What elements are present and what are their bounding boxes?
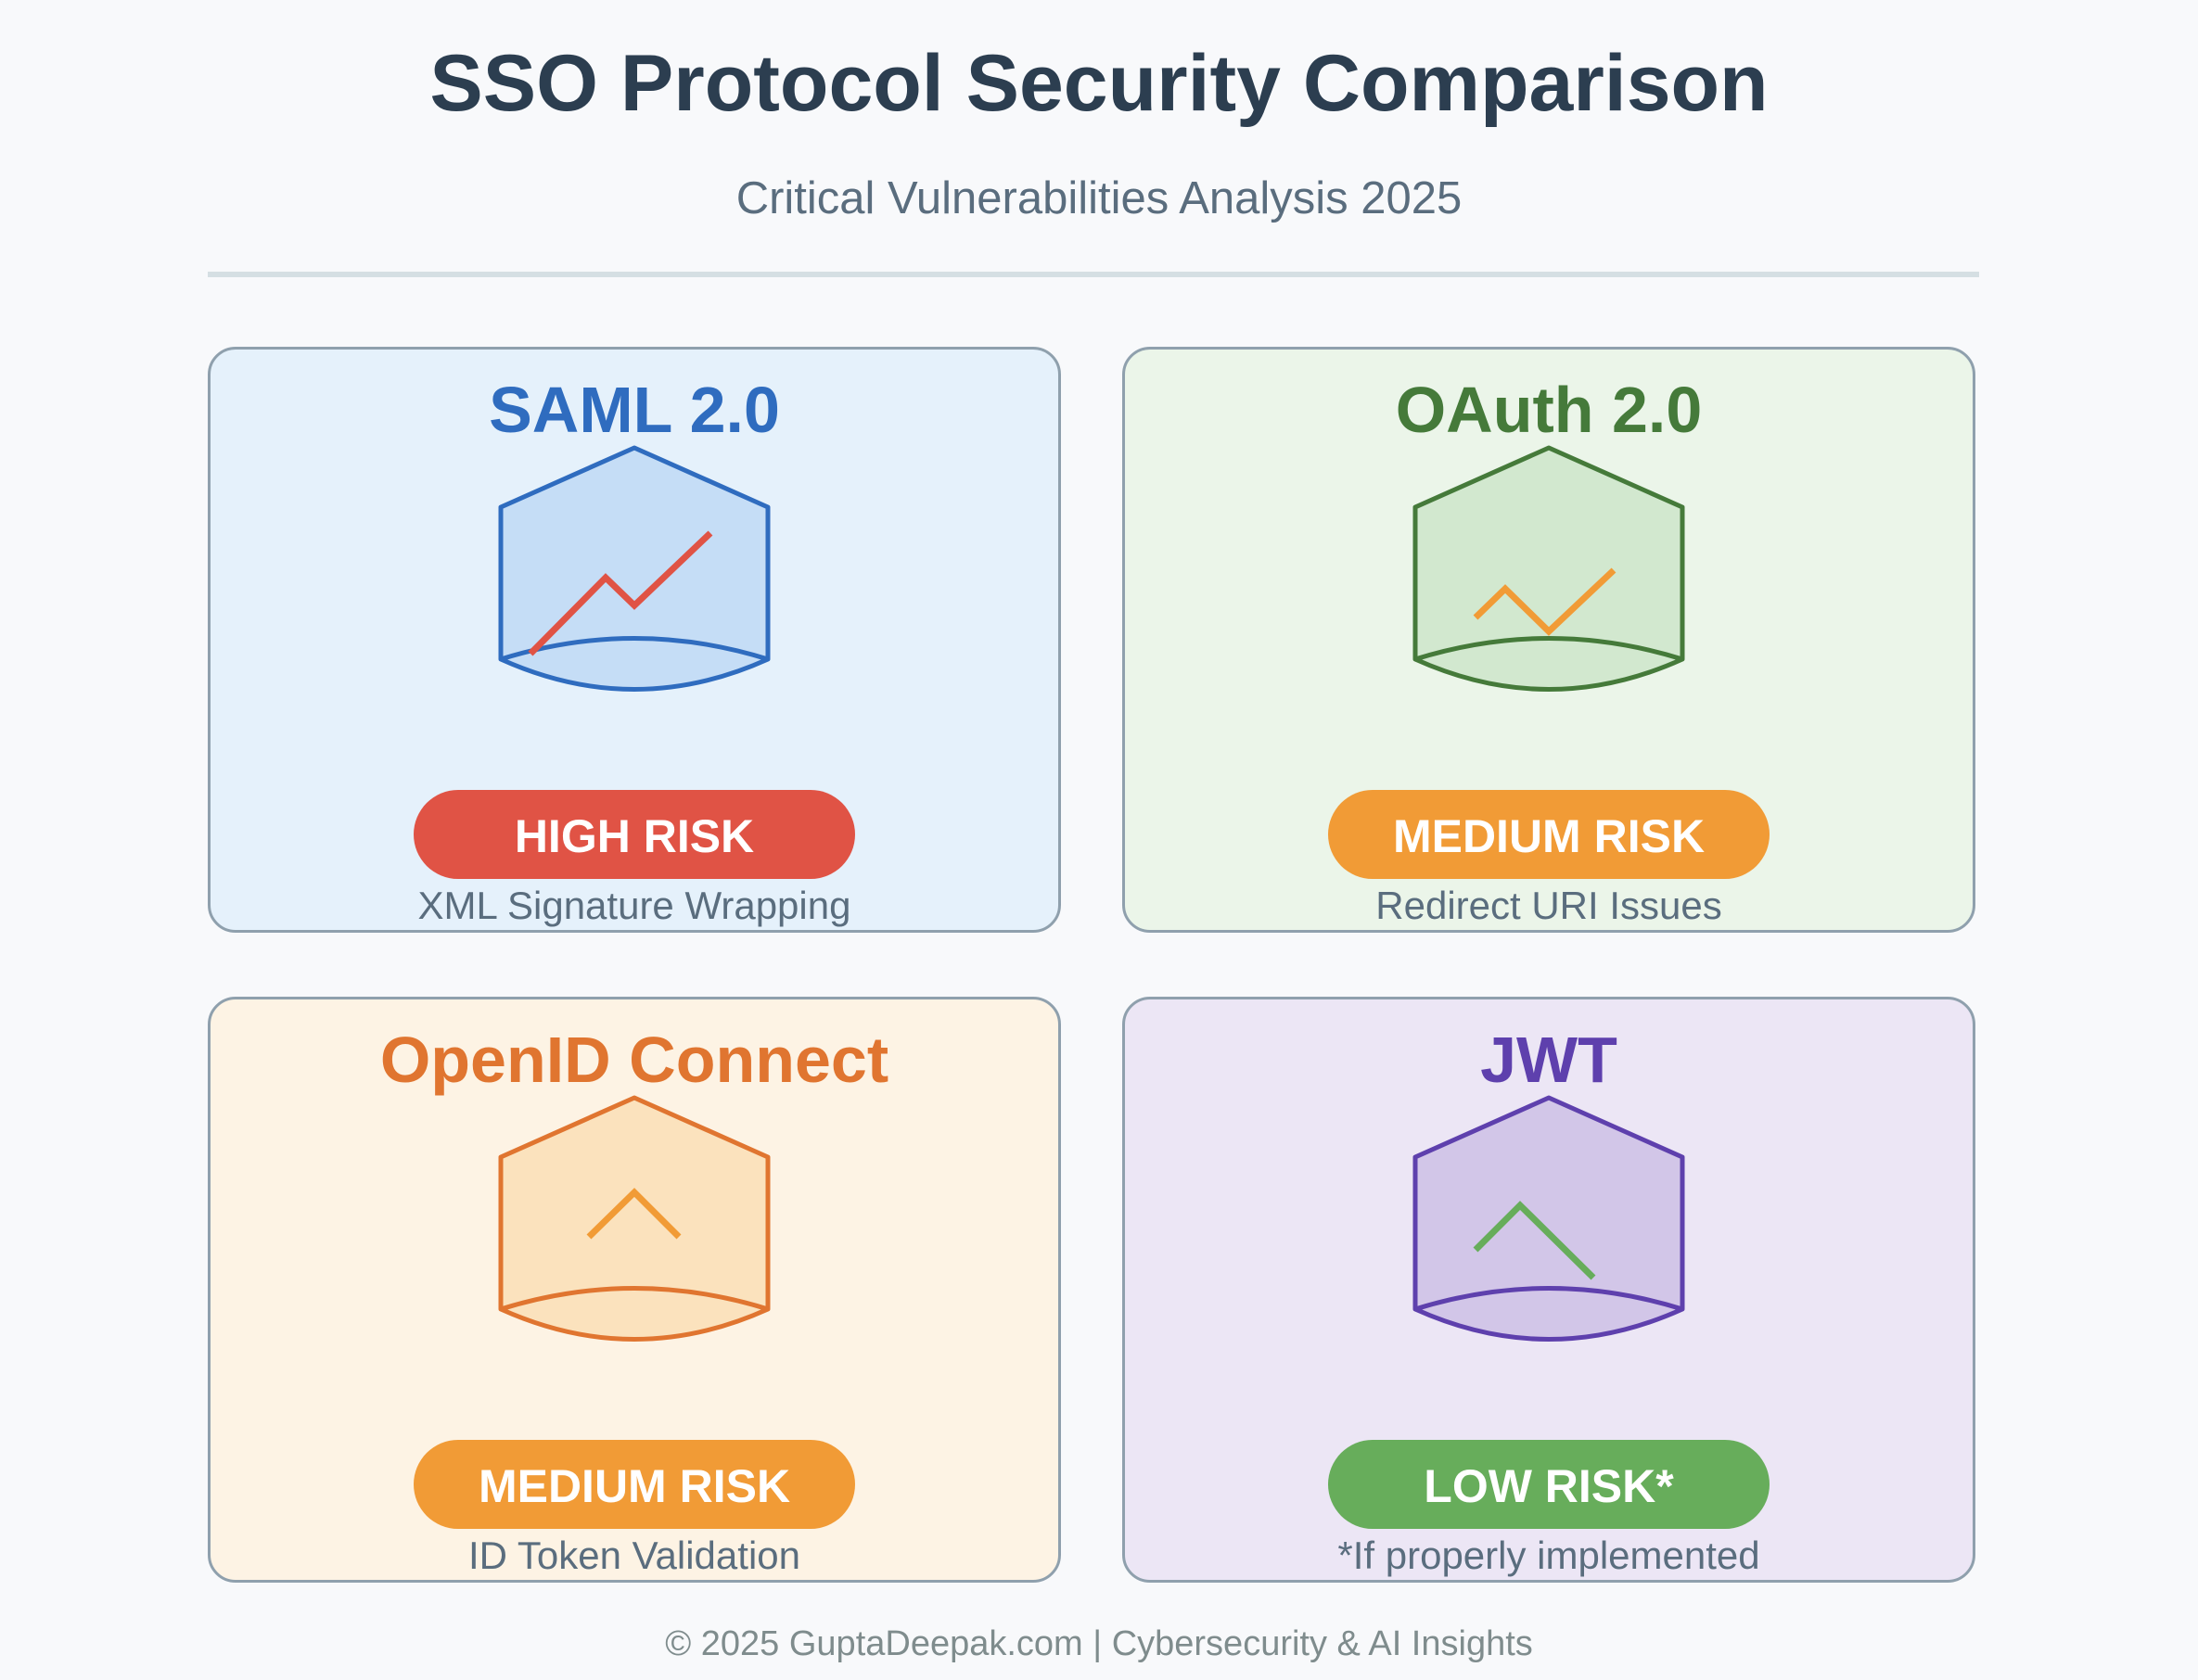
shield-falling-trend-icon bbox=[1412, 1095, 1685, 1342]
card-oauth: OAuth 2.0 MEDIUM RISK Redirect URI Issue… bbox=[1122, 347, 1975, 933]
risk-badge: MEDIUM RISK bbox=[1328, 790, 1770, 879]
shield-peak-trend-icon bbox=[498, 1095, 771, 1342]
vulnerability-label: *If properly implemented bbox=[1337, 1534, 1760, 1577]
card-title: OpenID Connect bbox=[379, 1024, 889, 1096]
vulnerability-label: XML Signature Wrapping bbox=[417, 884, 851, 927]
header-divider bbox=[208, 272, 1979, 277]
vulnerability-label: ID Token Validation bbox=[467, 1534, 800, 1577]
card-saml: SAML 2.0 HIGH RISK XML Signature Wrappin… bbox=[208, 347, 1061, 933]
risk-badge: MEDIUM RISK bbox=[414, 1440, 855, 1529]
shield-zigzag-trend-icon bbox=[1412, 445, 1685, 692]
footer-credit: © 2025 GuptaDeepak.com | Cybersecurity &… bbox=[665, 1624, 1533, 1663]
vulnerability-label: Redirect URI Issues bbox=[1375, 884, 1722, 927]
page-subtitle: Critical Vulnerabilities Analysis 2025 bbox=[735, 173, 1463, 223]
card-openid-connect: OpenID Connect MEDIUM RISK ID Token Vali… bbox=[208, 997, 1061, 1583]
card-title: OAuth 2.0 bbox=[1395, 374, 1703, 446]
card-title: JWT bbox=[1480, 1024, 1617, 1096]
shield-rising-trend-icon bbox=[498, 445, 771, 692]
card-jwt: JWT LOW RISK* *If properly implemented bbox=[1122, 997, 1975, 1583]
page-title: SSO Protocol Security Comparison bbox=[429, 39, 1769, 128]
risk-badge: LOW RISK* bbox=[1328, 1440, 1770, 1529]
card-title: SAML 2.0 bbox=[489, 374, 780, 446]
risk-badge: HIGH RISK bbox=[414, 790, 855, 879]
